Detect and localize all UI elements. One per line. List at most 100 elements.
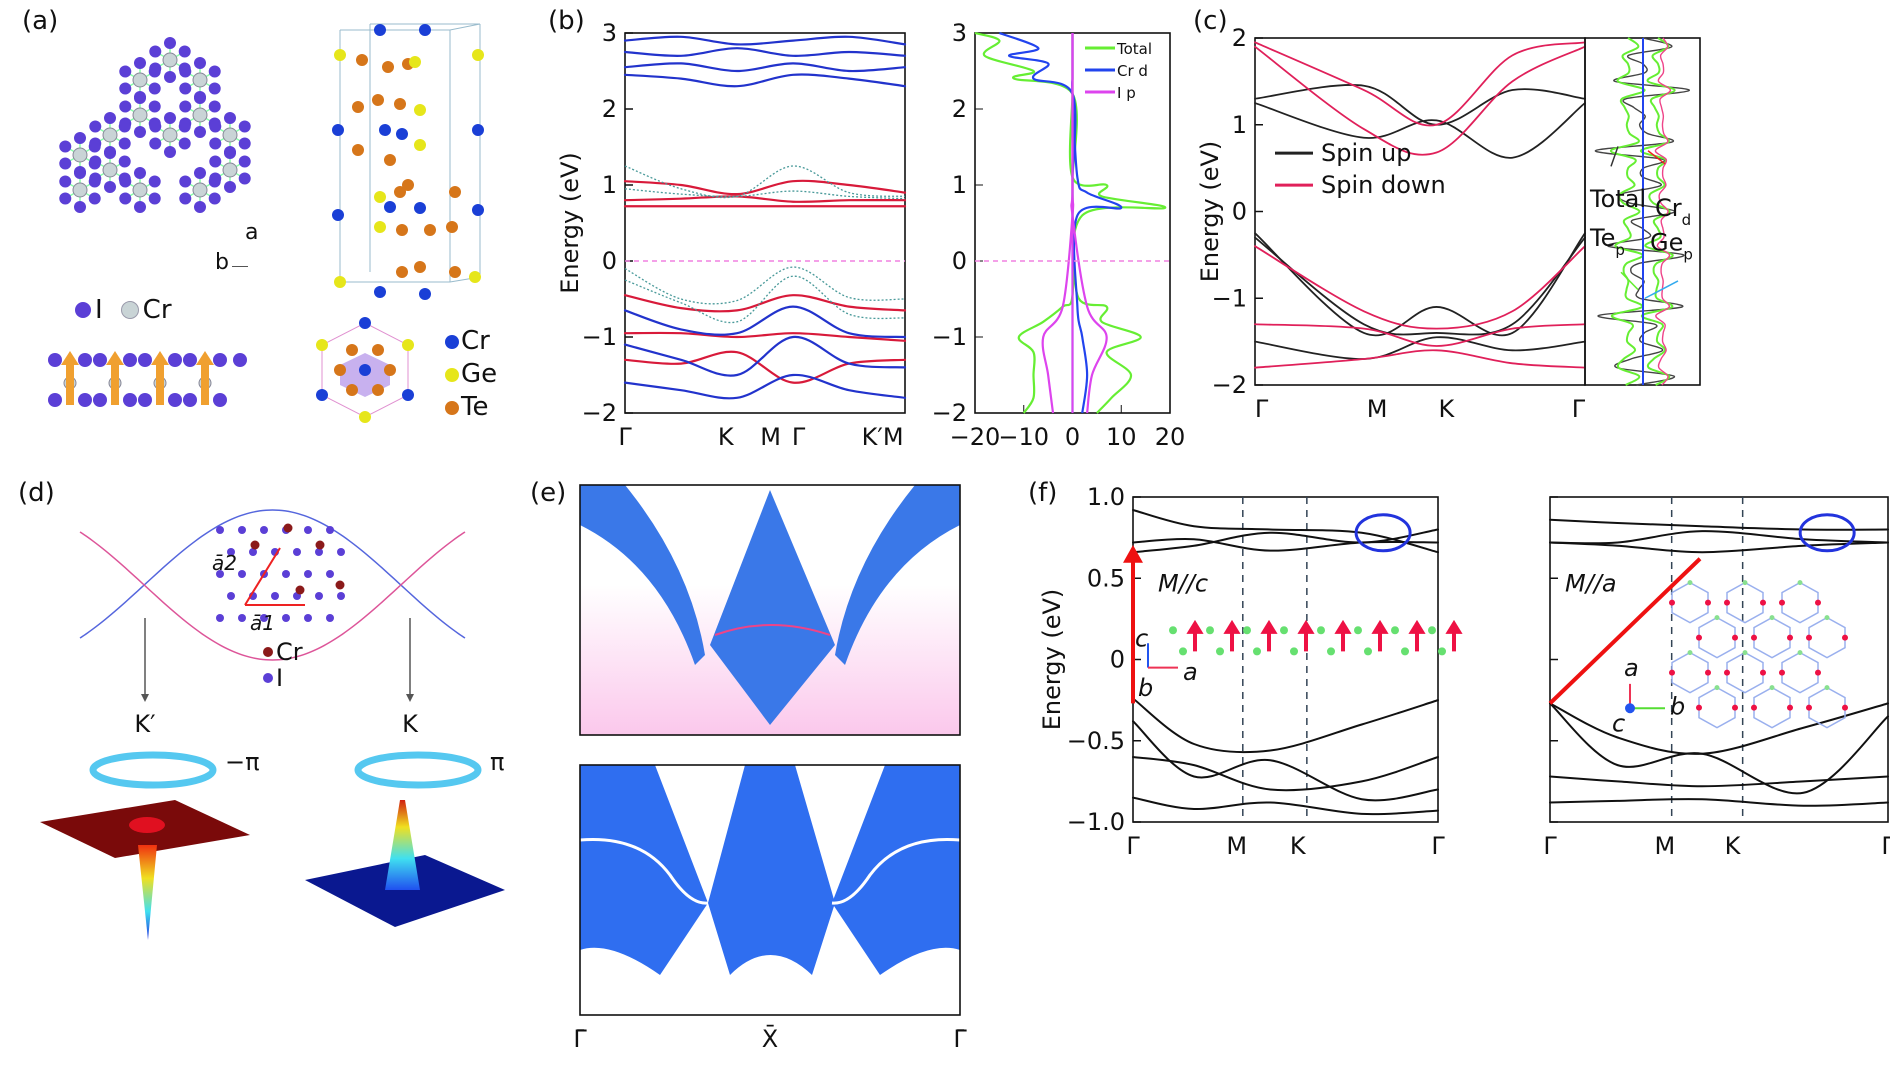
axis-c-label: c	[1135, 625, 1148, 653]
band-line	[1549, 702, 1889, 755]
legend-label: I p	[1117, 84, 1136, 102]
iodine-atom	[168, 393, 182, 407]
axis-a-label: a	[1183, 658, 1198, 686]
iodine-atom	[138, 353, 152, 367]
band-line	[623, 350, 907, 384]
axis-b-label: b	[1670, 692, 1685, 720]
ge-te-atom	[1290, 647, 1298, 656]
honeycomb-inset	[1669, 580, 1848, 729]
magnetization-arrow	[1548, 557, 1702, 705]
i-legend-label: I	[276, 664, 283, 692]
axis-a-label: a	[1624, 654, 1639, 682]
cr-atom	[1842, 704, 1848, 711]
iodine-atom	[164, 37, 176, 49]
iodine-atom	[148, 65, 161, 78]
band-line	[623, 73, 907, 88]
valley-label: K′	[134, 710, 155, 738]
iodine-atom	[238, 570, 246, 578]
x-tick-label: Γ	[618, 423, 632, 451]
chart-e-surface: Γ̄ X̄ Γ̄	[573, 484, 967, 1053]
dos-line-up	[1071, 33, 1123, 414]
spin-arrow-icon	[1408, 619, 1426, 652]
iodine-atom	[194, 92, 206, 104]
cr-atom	[1815, 599, 1821, 606]
atom	[334, 276, 346, 288]
iodine-atom	[59, 175, 72, 188]
iodine-atom	[304, 614, 312, 622]
cr-atom	[1806, 704, 1812, 711]
crgete3-unit-cell	[332, 23, 484, 300]
band-line	[1254, 349, 1586, 369]
atom	[374, 221, 386, 233]
negative-peak	[138, 845, 157, 940]
i-legend-dot	[263, 673, 273, 683]
cr-atom	[1779, 669, 1785, 676]
pdos-line	[1609, 37, 1646, 386]
cr-legend-dot	[263, 647, 273, 657]
berry-loop-icon	[89, 751, 217, 789]
atom	[346, 344, 358, 356]
iodine-atom	[183, 393, 197, 407]
iodine-atom	[238, 137, 251, 150]
iodine-atom	[104, 181, 116, 193]
band-line	[1254, 336, 1586, 360]
ge-te-atom	[1206, 626, 1214, 635]
iodine-atom	[149, 137, 162, 150]
y-tick-label: −2	[932, 399, 967, 427]
pdos-label-crd: Crd	[1655, 194, 1691, 229]
iodine-atom	[227, 548, 235, 556]
ge-te-atom	[1169, 626, 1177, 635]
iodine-atom	[238, 526, 246, 534]
ge-te-atom	[1364, 647, 1372, 656]
y-tick-label: 3	[602, 19, 617, 47]
y-tick-label: 1	[1232, 111, 1247, 139]
iodine-atom	[134, 126, 146, 138]
x-tick-label: M	[1367, 395, 1388, 423]
iodine-atom	[89, 120, 102, 133]
iodine-atom	[118, 137, 131, 150]
y-tick-label: −0.5	[1067, 727, 1125, 755]
spin-arrow-icon	[1186, 619, 1204, 652]
x-tick-label: K	[1439, 395, 1456, 423]
legend-item-ge: Ge	[445, 358, 497, 391]
y-tick-label: 3	[952, 19, 967, 47]
atom	[359, 317, 371, 329]
atom	[316, 339, 328, 351]
iodine-atom	[216, 526, 224, 534]
berry-phase-label: −π	[225, 748, 260, 776]
panel-a-label: (a)	[22, 6, 59, 36]
iodine-atom	[178, 45, 191, 58]
y-tick-label: −1	[932, 323, 967, 351]
ge-te-atom	[1428, 626, 1436, 635]
iodine-atom	[326, 526, 334, 534]
iodine-atom	[194, 201, 206, 213]
lattice-vector-a1: ā1	[250, 611, 275, 635]
chromium-atom	[162, 52, 178, 68]
chromium-atom	[132, 107, 148, 123]
spin-arrow-icon	[1445, 619, 1463, 652]
legend-label: Ge	[461, 359, 498, 389]
iodine-atom	[178, 120, 191, 133]
arrow-tep	[1620, 271, 1639, 291]
band-line	[1549, 702, 1889, 795]
x-tick-label: 20	[1155, 423, 1186, 451]
iodine-atom	[119, 100, 132, 113]
cri3-side-view-structure	[48, 351, 247, 407]
lattice-vector-a2: ā2	[212, 551, 237, 575]
ge-te-atom	[1797, 580, 1803, 586]
iodine-atom	[304, 526, 312, 534]
y-tick-label: −2	[582, 399, 617, 427]
cr-atom	[1787, 704, 1793, 711]
bulk-band-right	[832, 765, 960, 975]
honeycomb-cell	[1753, 686, 1791, 729]
berry-phase-label: π	[490, 748, 504, 776]
iodine-atom-icon	[75, 302, 91, 318]
ge-te-atom	[1687, 580, 1693, 586]
cr-atom	[1760, 669, 1766, 676]
legend-label: Cr d	[1117, 62, 1148, 80]
honeycomb-cell	[1726, 651, 1764, 694]
atom	[359, 411, 371, 423]
legend-label: Spin down	[1321, 171, 1446, 199]
